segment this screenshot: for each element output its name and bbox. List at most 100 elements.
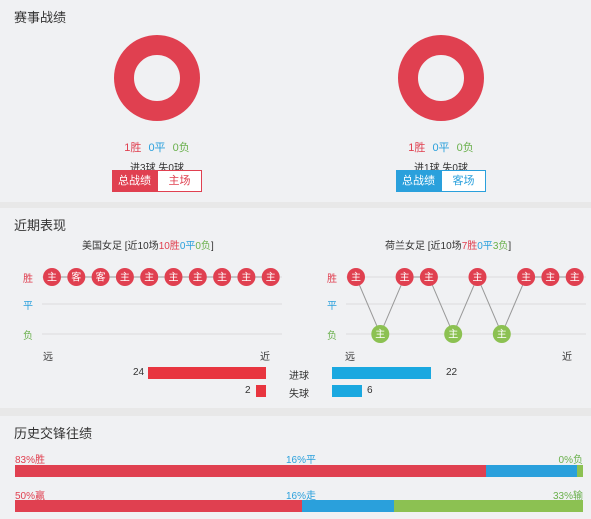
away-match-venue: 主 xyxy=(424,272,434,284)
away-match-point[interactable]: 主 xyxy=(419,268,438,286)
home-x-near: 近 xyxy=(260,352,270,363)
home-match-marker xyxy=(91,268,110,286)
away-match-point[interactable]: 主 xyxy=(371,325,390,343)
away-match-marker xyxy=(541,268,560,286)
home-match-point[interactable]: 客 xyxy=(67,268,86,286)
history-handicap-push-segment xyxy=(301,500,394,512)
history-section-title: 历史交锋往绩 xyxy=(14,426,93,441)
away-recent-header: 荷兰女足 [近10场7胜0平3负] xyxy=(385,241,512,252)
away-team-name: 荷兰女足 xyxy=(385,241,425,252)
away-recent-wins: 7胜 xyxy=(461,241,478,252)
home-match-point[interactable]: 主 xyxy=(261,268,280,286)
home-conceded-value: 2 xyxy=(245,385,251,396)
away-tab-total[interactable]: 总战绩 xyxy=(396,170,441,192)
away-loss-count: 0负 xyxy=(456,142,474,154)
away-conceded: 失0球 xyxy=(442,163,468,174)
home-tab-venue[interactable]: 主场 xyxy=(157,170,202,192)
away-recent-draws: 0平 xyxy=(477,241,493,252)
away-x-near: 近 xyxy=(562,352,572,363)
history-win-segment xyxy=(15,465,487,477)
home-match-point[interactable]: 主 xyxy=(188,268,207,286)
home-match-venue: 主 xyxy=(193,272,203,284)
away-match-point[interactable]: 主 xyxy=(492,325,511,343)
away-match-point[interactable]: 主 xyxy=(468,268,487,286)
away-match-venue: 主 xyxy=(375,329,385,341)
home-recent-header: 美国女足 [近10场10胜0平0负] xyxy=(82,241,214,252)
history-handicap-win-label: 50%赢 xyxy=(15,491,46,502)
home-match-marker xyxy=(261,268,280,286)
home-match-point[interactable]: 主 xyxy=(237,268,256,286)
home-match-marker xyxy=(213,268,232,286)
history-handicap-push-label: 16%走 xyxy=(286,491,317,502)
home-match-marker xyxy=(164,268,183,286)
home-conceded-bar xyxy=(256,385,266,397)
away-ylabel-win: 胜 xyxy=(327,274,337,285)
away-form-chart: 主主主 主主主主主主主 xyxy=(346,268,586,343)
away-match-marker xyxy=(444,325,463,343)
away-match-point[interactable]: 主 xyxy=(444,325,463,343)
away-match-point[interactable]: 主 xyxy=(395,268,414,286)
history-win-label: 83%胜 xyxy=(15,455,46,466)
away-match-marker xyxy=(419,268,438,286)
home-match-point[interactable]: 客 xyxy=(91,268,110,286)
home-match-marker xyxy=(115,268,134,286)
away-match-marker xyxy=(395,268,414,286)
away-conceded-value: 6 xyxy=(367,385,373,396)
away-x-far: 远 xyxy=(345,352,355,363)
home-form-chart: 主客客主主主主主主主 xyxy=(42,268,282,335)
away-match-point[interactable]: 主 xyxy=(347,268,365,286)
home-goals: 进3球 xyxy=(130,163,156,174)
home-match-marker xyxy=(237,268,256,286)
home-match-venue: 主 xyxy=(241,272,251,284)
home-record-tabs: 总战绩 主场 xyxy=(112,170,202,192)
home-match-marker xyxy=(140,268,159,286)
home-match-marker xyxy=(188,268,207,286)
home-record-donut xyxy=(114,35,200,121)
away-record-tabs: 总战绩 客场 xyxy=(396,170,486,192)
home-match-venue: 客 xyxy=(96,271,106,284)
away-match-marker xyxy=(468,268,487,286)
home-match-point[interactable]: 主 xyxy=(164,268,183,286)
away-goals-value: 22 xyxy=(446,367,458,378)
home-record-summary: 1胜 0平 0负 进3球 失0球 xyxy=(97,139,217,174)
away-match-marker xyxy=(371,325,390,343)
away-match-point[interactable]: 主 xyxy=(541,268,560,286)
home-recent-losses: 0负 xyxy=(195,241,211,252)
home-match-point[interactable]: 主 xyxy=(43,268,61,286)
history-handicap-win-segment xyxy=(15,500,302,512)
home-team-name: 美国女足 xyxy=(82,241,122,252)
history-draw-segment xyxy=(486,465,578,477)
recent-section-title: 近期表现 xyxy=(14,218,67,233)
home-loss-count: 0负 xyxy=(172,142,190,154)
home-match-venue: 主 xyxy=(47,272,57,284)
home-conceded: 失0球 xyxy=(158,163,184,174)
home-tab-total[interactable]: 总战绩 xyxy=(112,170,157,192)
history-handicap-loss-segment xyxy=(393,500,583,512)
away-match-venue: 主 xyxy=(473,272,483,284)
home-match-point[interactable]: 主 xyxy=(140,268,159,286)
home-match-venue: 主 xyxy=(144,272,154,284)
away-match-venue: 主 xyxy=(400,272,410,284)
away-match-marker xyxy=(565,268,584,286)
history-result-bar xyxy=(15,465,583,477)
away-ylabel-draw: 平 xyxy=(327,301,337,312)
home-match-marker xyxy=(67,268,86,286)
away-goals-bar xyxy=(332,367,431,379)
away-tab-venue[interactable]: 客场 xyxy=(441,170,486,192)
home-match-point[interactable]: 主 xyxy=(213,268,232,286)
home-match-venue: 客 xyxy=(71,271,81,284)
record-panel: 赛事战绩 xyxy=(0,0,591,202)
home-match-marker xyxy=(43,268,61,286)
away-match-venue: 主 xyxy=(570,272,580,284)
away-record-summary: 1胜 0平 0负 进1球 失0球 xyxy=(381,139,501,174)
history-draw-label: 16%平 xyxy=(286,455,317,466)
away-match-point[interactable]: 主 xyxy=(565,268,584,286)
goals-label: 进球 xyxy=(289,371,309,382)
home-match-point[interactable]: 主 xyxy=(115,268,134,286)
away-match-point[interactable]: 主 xyxy=(517,268,536,286)
home-draw-count: 0平 xyxy=(148,142,166,154)
history-handicap-bar xyxy=(15,500,583,512)
home-match-venue: 主 xyxy=(120,272,130,284)
home-match-venue: 主 xyxy=(169,272,179,284)
home-ylabel-draw: 平 xyxy=(23,301,33,312)
